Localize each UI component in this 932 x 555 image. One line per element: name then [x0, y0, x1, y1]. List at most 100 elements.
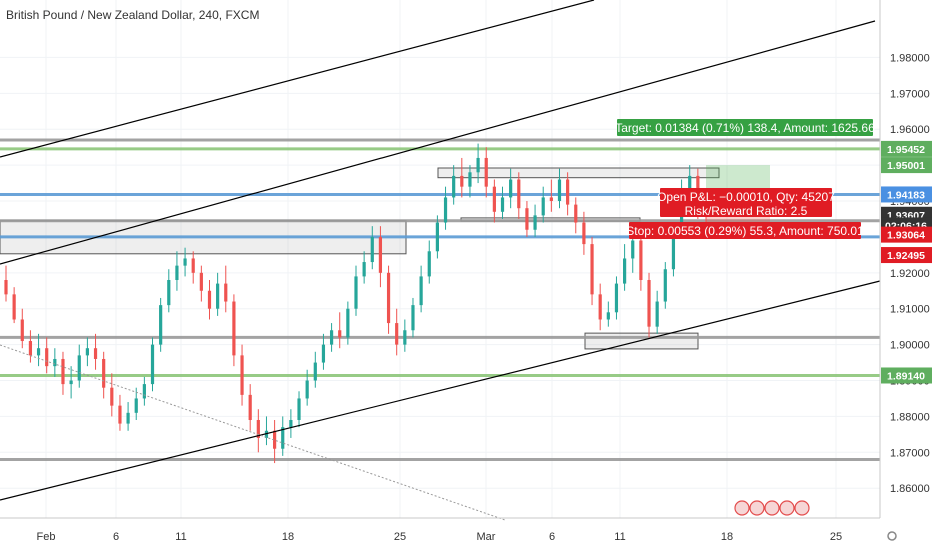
- candle-body: [476, 157, 480, 173]
- time-tick-label: 18: [721, 531, 733, 543]
- price-tick-label: 1.98000: [890, 52, 930, 64]
- candle-body: [45, 348, 49, 367]
- trend-line[interactable]: [0, 344, 506, 521]
- price-tick-label: 1.88000: [890, 411, 930, 423]
- candle-body: [647, 280, 651, 327]
- candle-body: [150, 344, 155, 385]
- candle-body: [688, 175, 692, 191]
- candle-body: [671, 229, 676, 270]
- candle-body: [533, 215, 537, 230]
- candle-body: [297, 398, 301, 420]
- zone-rectangle[interactable]: [584, 332, 699, 350]
- candle-body: [468, 172, 472, 187]
- event-flag-icon[interactable]: [779, 500, 795, 516]
- candle-body: [232, 301, 236, 356]
- chart-title: British Pound / New Zealand Dollar, 240,…: [6, 8, 259, 22]
- price-tick-label: 1.96000: [890, 124, 930, 136]
- open-pl-label-box: [660, 188, 832, 217]
- candle-body: [427, 251, 431, 277]
- target-label-text: Target: 0.01384 (0.71%) 138.4, Amount: 1…: [615, 121, 875, 135]
- candle-body: [321, 344, 326, 363]
- candle-body: [549, 197, 553, 202]
- price-label-text: 1.95001: [887, 160, 925, 172]
- price-label-box[interactable]: [881, 157, 932, 174]
- candle-body: [329, 330, 334, 345]
- price-label-box[interactable]: [881, 226, 932, 243]
- event-flag-icon[interactable]: [764, 500, 780, 516]
- candle-body: [338, 330, 342, 338]
- candle-body: [541, 197, 545, 216]
- time-tick-label: 11: [175, 531, 186, 543]
- price-label-box[interactable]: [881, 140, 932, 157]
- economic-events[interactable]: [734, 500, 810, 516]
- gear-icon[interactable]: [887, 531, 897, 541]
- candle-body: [183, 258, 187, 266]
- time-tick-label: 25: [830, 531, 842, 543]
- candle-body: [12, 294, 16, 320]
- time-tick-label: 18: [282, 531, 294, 543]
- candle-body: [167, 280, 171, 306]
- candle-body: [20, 319, 24, 342]
- event-flag-icon[interactable]: [749, 500, 765, 516]
- drawing-tools-back: [0, 138, 880, 461]
- candle-body: [411, 305, 415, 331]
- candle-body: [216, 283, 220, 309]
- price-label-box[interactable]: [881, 367, 932, 384]
- candle-body: [61, 358, 65, 385]
- event-flag-icon[interactable]: [734, 500, 750, 516]
- target-label[interactable]: Target: 0.01384 (0.71%) 138.4, Amount: 1…: [615, 119, 875, 136]
- candle-body: [460, 175, 464, 187]
- stop-label[interactable]: Stop: 0.00553 (0.29%) 55.3, Amount: 750.…: [626, 222, 864, 239]
- candle-body: [273, 430, 277, 449]
- price-label-box[interactable]: [881, 186, 932, 203]
- trend-line[interactable]: [0, 20, 876, 265]
- settings-icon[interactable]: [881, 526, 903, 542]
- candle-body: [36, 348, 41, 356]
- candle-body: [256, 420, 260, 438]
- candle-body: [85, 348, 89, 356]
- candle-body: [484, 157, 488, 187]
- candle-body: [159, 305, 163, 345]
- trend-line[interactable]: [0, 0, 595, 158]
- price-label-text: 1.95452: [887, 144, 925, 156]
- candle-body: [452, 175, 456, 198]
- candle-body: [110, 387, 114, 406]
- candle-body: [378, 236, 383, 273]
- price-label-text: 1.89140: [887, 370, 925, 382]
- time-axis[interactable]: Feb 6 11 18 25 Mar 6 11 18 25: [0, 517, 903, 543]
- candle-body: [631, 240, 635, 259]
- time-tick-label: Mar: [477, 531, 496, 543]
- candle-body: [126, 412, 130, 424]
- candle-body: [102, 358, 106, 388]
- candle-body: [623, 258, 627, 284]
- long-position-tool[interactable]: Target: 0.01384 (0.71%) 138.4, Amount: 1…: [615, 119, 875, 239]
- candle-body: [395, 323, 399, 345]
- price-label-text: 1.93064: [887, 230, 925, 242]
- candle-body: [500, 197, 505, 212]
- time-tick-label: 11: [614, 531, 625, 543]
- candle-body: [492, 186, 496, 212]
- candle-body: [4, 280, 8, 295]
- candle-body: [118, 405, 122, 424]
- trend-line[interactable]: [0, 280, 881, 501]
- candle-body: [419, 276, 423, 306]
- open-pl-label[interactable]: Open P&L: −0.00010, Qty: 45207Risk/Rewar…: [657, 188, 835, 218]
- time-tick-label: 25: [394, 531, 406, 543]
- candle-body: [313, 362, 317, 381]
- price-tick-label: 1.91000: [890, 304, 930, 316]
- zone-rectangle[interactable]: [437, 167, 720, 179]
- candle-body: [525, 208, 529, 230]
- event-flag-icon[interactable]: [794, 500, 810, 516]
- candle-body: [289, 420, 293, 428]
- candle-body: [639, 240, 643, 280]
- time-tick-label: 6: [113, 531, 119, 543]
- candle-body: [248, 394, 252, 420]
- candle-body: [142, 384, 146, 399]
- price-axis[interactable]: 1.980001.970001.960001.950001.940001.930…: [879, 0, 932, 518]
- price-label-box[interactable]: [881, 247, 932, 264]
- candle-body: [93, 348, 98, 359]
- candle-body: [134, 398, 138, 413]
